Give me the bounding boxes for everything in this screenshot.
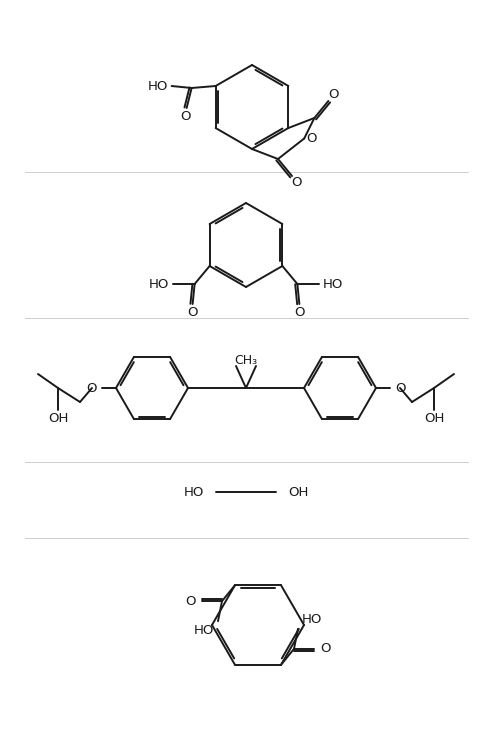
Text: HO: HO: [183, 485, 204, 499]
Text: HO: HO: [194, 623, 214, 637]
Text: HO: HO: [147, 80, 168, 92]
Text: HO: HO: [323, 277, 344, 291]
Text: HO: HO: [148, 277, 169, 291]
Text: O: O: [292, 175, 302, 189]
Text: O: O: [328, 88, 339, 102]
Text: O: O: [180, 111, 191, 123]
Text: OH: OH: [424, 412, 444, 426]
Text: OH: OH: [48, 412, 68, 426]
Text: O: O: [185, 594, 196, 608]
Text: O: O: [86, 381, 97, 395]
Text: O: O: [187, 307, 198, 319]
Text: HO: HO: [302, 613, 322, 626]
Text: CH₃: CH₃: [235, 354, 257, 366]
Text: OH: OH: [288, 485, 309, 499]
Text: O: O: [395, 381, 406, 395]
Text: O: O: [294, 307, 305, 319]
Text: O: O: [320, 643, 330, 655]
Text: O: O: [306, 132, 317, 145]
